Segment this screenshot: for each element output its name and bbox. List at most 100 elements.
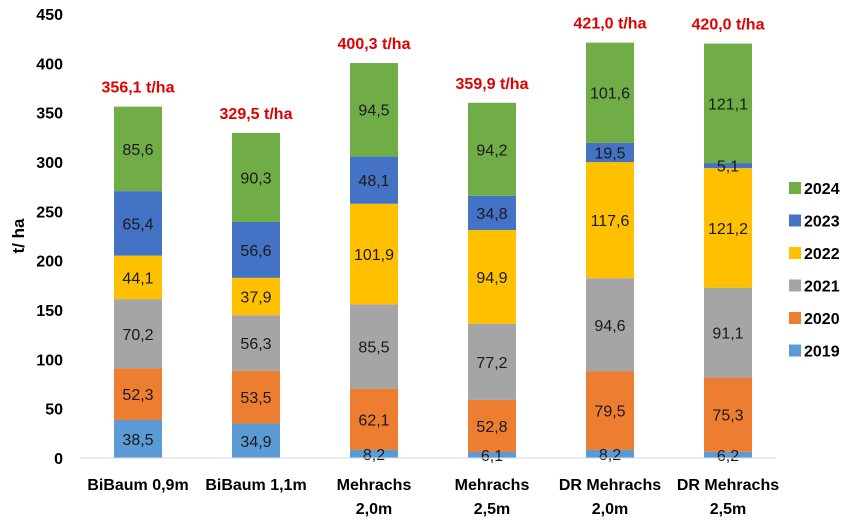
data-label-2019: 8,2 bbox=[599, 447, 621, 464]
data-label-2021: 77,2 bbox=[476, 355, 507, 372]
data-label-2020: 52,8 bbox=[476, 419, 507, 436]
bar-segment-2020 bbox=[232, 370, 280, 424]
data-label-2021: 94,6 bbox=[594, 318, 625, 335]
data-label-2024: 90,3 bbox=[240, 170, 271, 187]
bar-segment-2019 bbox=[704, 451, 752, 458]
data-label-2024: 85,6 bbox=[122, 142, 153, 159]
y-tick-label: 350 bbox=[36, 106, 63, 123]
x-category-label: BiBaum 1,1m bbox=[205, 477, 306, 494]
bar-segment-2023 bbox=[114, 191, 162, 256]
data-label-2024: 94,2 bbox=[476, 142, 507, 159]
bar-segment-2021 bbox=[704, 287, 752, 378]
data-label-2020: 53,5 bbox=[240, 390, 271, 407]
bar-segment-2020 bbox=[468, 399, 516, 452]
y-tick-label: 0 bbox=[54, 451, 63, 468]
y-tick-label: 400 bbox=[36, 56, 63, 73]
total-label: 359,9 t/ha bbox=[456, 76, 529, 93]
data-label-2019: 34,9 bbox=[240, 434, 271, 451]
legend-swatch-2024 bbox=[789, 182, 801, 194]
legend: 2024 2023 2022 2021 2020 2019 bbox=[789, 181, 840, 361]
legend-label-2020: 2020 bbox=[804, 311, 840, 328]
data-label-2022: 101,9 bbox=[354, 247, 394, 264]
data-label-2022: 117,6 bbox=[591, 213, 630, 230]
legend-swatch-2019 bbox=[789, 344, 801, 357]
data-label-2023: 48,1 bbox=[358, 173, 389, 190]
x-category-label: Mehrachs bbox=[337, 477, 412, 494]
x-category-label: 2,5m bbox=[710, 501, 746, 518]
legend-label-2021: 2021 bbox=[804, 279, 840, 296]
data-label-2022: 37,9 bbox=[240, 290, 271, 307]
data-label-2023: 5,1 bbox=[717, 159, 739, 176]
bar-segment-2022 bbox=[468, 230, 516, 324]
total-label: 420,0 t/ha bbox=[692, 17, 765, 34]
legend-swatch-2021 bbox=[789, 279, 801, 292]
bar-segment-2024 bbox=[468, 102, 516, 196]
legend-label-2023: 2023 bbox=[804, 214, 840, 231]
bar-segment-2019 bbox=[114, 420, 162, 458]
bar-segment-2023 bbox=[232, 221, 280, 278]
total-label: 329,5 t/ha bbox=[220, 106, 293, 123]
y-tick-label: 200 bbox=[36, 254, 63, 271]
data-label-2023: 19,5 bbox=[594, 145, 625, 162]
legend-swatch-2022 bbox=[789, 247, 801, 259]
bar-segment-2021 bbox=[468, 323, 516, 400]
data-label-2024: 121,1 bbox=[708, 96, 748, 113]
y-tick-label: 250 bbox=[36, 204, 63, 221]
bar-segment-2023 bbox=[468, 195, 516, 231]
data-label-2021: 70,2 bbox=[122, 327, 153, 344]
y-tick-label: 50 bbox=[45, 402, 63, 419]
legend-label-2019: 2019 bbox=[804, 344, 840, 361]
bar-segment-2023 bbox=[704, 163, 752, 169]
data-label-2021: 85,5 bbox=[358, 339, 389, 356]
y-tick-label: 450 bbox=[36, 7, 63, 24]
bar-segment-2024 bbox=[704, 43, 752, 164]
bar-segment-2022 bbox=[704, 168, 752, 288]
data-label-2019: 38,5 bbox=[122, 432, 153, 449]
data-label-2022: 44,1 bbox=[122, 270, 153, 287]
bars bbox=[114, 42, 752, 458]
total-label: 421,0 t/ha bbox=[574, 16, 647, 33]
bar-segment-2022 bbox=[586, 162, 634, 279]
legend-swatch-2023 bbox=[789, 214, 801, 227]
legend-label-2024: 2024 bbox=[804, 181, 840, 198]
bar-segment-2019 bbox=[468, 451, 516, 458]
bar-segment-2022 bbox=[350, 203, 398, 305]
x-category-label: Mehrachs bbox=[455, 477, 530, 494]
y-tick-label: 100 bbox=[36, 352, 63, 369]
total-label: 400,3 t/ha bbox=[338, 36, 411, 53]
bar-segment-2022 bbox=[114, 255, 162, 300]
bar-segment-2023 bbox=[350, 156, 398, 204]
bar-segment-2021 bbox=[232, 315, 280, 371]
bar-segment-2020 bbox=[350, 388, 398, 450]
data-label-2023: 34,8 bbox=[476, 206, 507, 223]
bar-segment-2021 bbox=[114, 299, 162, 369]
bar-segment-2024 bbox=[586, 42, 634, 143]
x-category-label: 2,0m bbox=[356, 501, 392, 518]
bar-segment-2021 bbox=[586, 278, 634, 372]
data-label-2024: 94,5 bbox=[358, 103, 389, 120]
bar-segment-2021 bbox=[350, 304, 398, 389]
x-axis: BiBaum 0,9m BiBaum 1,1m Mehrachs 2,0m Mehrac… bbox=[80, 457, 779, 518]
data-label-2024: 101,6 bbox=[590, 86, 630, 103]
x-category-label: DR Mehrachs bbox=[559, 477, 661, 494]
x-category-label: 2,0m bbox=[592, 501, 628, 518]
data-label-2022: 94,9 bbox=[476, 270, 507, 287]
data-label-2020: 52,3 bbox=[122, 387, 153, 404]
x-category-label: DR Mehrachs bbox=[677, 477, 779, 494]
total-label: 356,1 t/ha bbox=[102, 80, 175, 97]
data-label-2020: 79,5 bbox=[594, 404, 625, 421]
data-label-2019: 6,2 bbox=[717, 448, 739, 465]
total-labels: 356,1 t/ha 329,5 t/ha 400,3 t/ha 359,9 t/ha… bbox=[102, 16, 765, 123]
bar-segment-2019 bbox=[350, 449, 398, 458]
data-label-2021: 56,3 bbox=[240, 336, 271, 353]
bar-segment-2020 bbox=[114, 368, 162, 421]
bar-segment-2020 bbox=[704, 377, 752, 452]
y-axis-title: t/ ha bbox=[9, 218, 28, 253]
data-label-2020: 75,3 bbox=[712, 408, 743, 425]
y-axis: 0 50 100 150 200 250 300 350 400 450 bbox=[36, 7, 63, 468]
y-tick-label: 300 bbox=[36, 155, 63, 172]
data-label-2021: 91,1 bbox=[712, 326, 743, 343]
y-tick-label: 150 bbox=[36, 303, 63, 320]
bar-segment-2024 bbox=[114, 106, 162, 192]
